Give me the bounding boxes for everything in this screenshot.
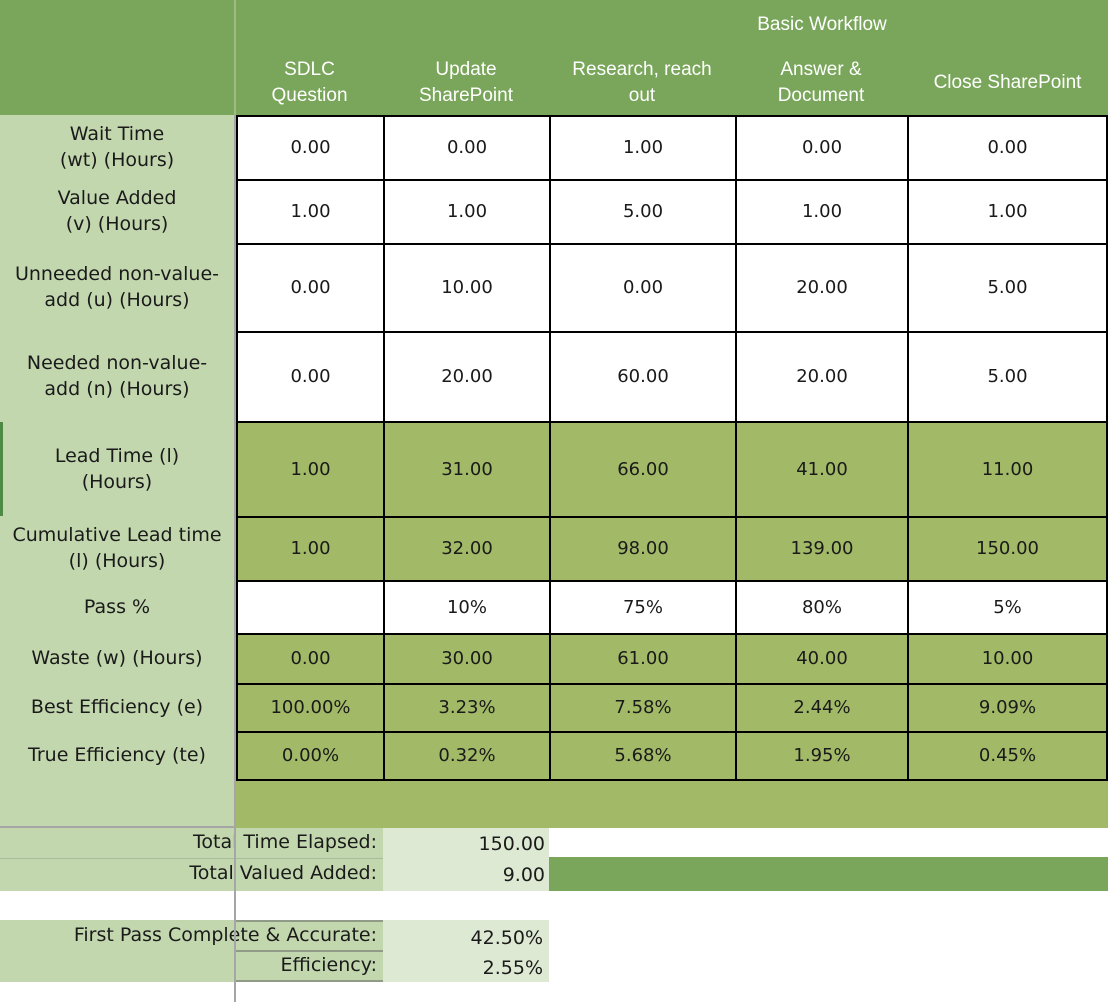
gridline-horizontal xyxy=(0,826,236,828)
total-valued-added-value: 9.00 xyxy=(502,864,545,886)
cell-wait-time-wt-hours-answer-document: 0.00 xyxy=(735,115,907,179)
cell-lead-time-l-hours-update-sharepoint: 31.00 xyxy=(383,421,549,516)
cell-cumulative-lead-time-l-hours-research-reach-out: 98.00 xyxy=(549,516,735,580)
step-header-close-sharepoint: Close SharePoint xyxy=(933,72,1082,93)
cell-best-efficiency-e-answer-document: 2.44% xyxy=(735,683,907,731)
cell-waste-w-hours-answer-document: 40.00 xyxy=(735,633,907,683)
summary-divider-4 xyxy=(236,980,383,982)
total-time-elapsed-label: Total Time Elapsed: xyxy=(193,831,377,853)
cell-unneeded-non-value-add-u-hours-update-sharepoint: 10.00 xyxy=(383,243,549,331)
total-valued-added-label: Total Valued Added: xyxy=(189,862,377,884)
first-pass-label: First Pass Complete & Accurate: xyxy=(73,924,377,946)
efficiency-label: Efficiency: xyxy=(280,954,377,976)
total-time-elapsed-value: 150.00 xyxy=(478,833,545,855)
row-label-true-efficiency-te: True Efficiency (te) xyxy=(28,744,206,766)
step-header-answer-document: Answer & Document xyxy=(777,59,865,106)
cell-wait-time-wt-hours-sdlc-question: 0.00 xyxy=(236,115,383,179)
cell-best-efficiency-e-research-reach-out: 7.58% xyxy=(549,683,735,731)
cell-true-efficiency-te-update-sharepoint: 0.32% xyxy=(383,731,549,781)
lead-time-left-accent xyxy=(0,422,3,516)
cell-unneeded-non-value-add-u-hours-research-reach-out: 0.00 xyxy=(549,243,735,331)
cell-unneeded-non-value-add-u-hours-answer-document: 20.00 xyxy=(735,243,907,331)
summary-value-bg-1 xyxy=(383,828,549,891)
cell-lead-time-l-hours-close-sharepoint: 11.00 xyxy=(907,421,1108,516)
row-label-best-efficiency-e: Best Efficiency (e) xyxy=(30,696,204,718)
summary-block-1 xyxy=(0,828,383,891)
row-label-waste-w-hours: Waste (w) (Hours) xyxy=(31,647,203,669)
row-label-cumulative-lead-time-l-hours: Cumulative Lead time (l) (Hours) xyxy=(12,524,222,572)
row-label-value-added-v-hours: Value Added (v) (Hours) xyxy=(57,187,177,235)
cell-waste-w-hours-research-reach-out: 61.00 xyxy=(549,633,735,683)
cell-lead-time-l-hours-sdlc-question: 1.00 xyxy=(236,421,383,516)
cell-value-added-v-hours-research-reach-out: 5.00 xyxy=(549,179,735,243)
cell-value-added-v-hours-answer-document: 1.00 xyxy=(735,179,907,243)
summary-value-bg-2 xyxy=(383,920,549,982)
summary-divider-1 xyxy=(0,858,383,859)
cell-pass-answer-document: 80% xyxy=(735,580,907,633)
cell-value-added-v-hours-sdlc-question: 1.00 xyxy=(236,179,383,243)
workflow-group-title: Basic Workflow xyxy=(757,14,887,35)
bottom-green-band xyxy=(236,779,1108,828)
step-header-sdlc-question: SDLC Question xyxy=(271,59,348,106)
cell-true-efficiency-te-close-sharepoint: 0.45% xyxy=(907,731,1108,781)
cell-value-added-v-hours-update-sharepoint: 1.00 xyxy=(383,179,549,243)
row-label-needed-non-value-add-n-hours: Needed non-value- add (n) (Hours) xyxy=(26,352,208,400)
cell-needed-non-value-add-n-hours-research-reach-out: 60.00 xyxy=(549,331,735,421)
first-pass-value: 42.50% xyxy=(470,927,543,949)
cell-wait-time-wt-hours-research-reach-out: 1.00 xyxy=(549,115,735,179)
cell-pass-research-reach-out: 75% xyxy=(549,580,735,633)
cell-best-efficiency-e-sdlc-question: 100.00% xyxy=(236,683,383,731)
cell-pass-sdlc-question xyxy=(236,580,383,633)
cell-wait-time-wt-hours-close-sharepoint: 0.00 xyxy=(907,115,1108,179)
cell-unneeded-non-value-add-u-hours-close-sharepoint: 5.00 xyxy=(907,243,1108,331)
summary-divider-2 xyxy=(236,950,383,952)
cell-best-efficiency-e-close-sharepoint: 9.09% xyxy=(907,683,1108,731)
row-label-lead-time-l-hours: Lead Time (l) (Hours) xyxy=(54,444,180,493)
cell-true-efficiency-te-sdlc-question: 0.00% xyxy=(236,731,383,781)
row-label-wait-time-wt-hours: Wait Time (wt) (Hours) xyxy=(59,123,175,171)
cell-value-added-v-hours-close-sharepoint: 1.00 xyxy=(907,179,1108,243)
cell-pass-update-sharepoint: 10% xyxy=(383,580,549,633)
cell-lead-time-l-hours-answer-document: 41.00 xyxy=(735,421,907,516)
cell-pass-close-sharepoint: 5% xyxy=(907,580,1108,633)
cell-unneeded-non-value-add-u-hours-sdlc-question: 0.00 xyxy=(236,243,383,331)
cell-cumulative-lead-time-l-hours-close-sharepoint: 150.00 xyxy=(907,516,1108,580)
cell-lead-time-l-hours-research-reach-out: 66.00 xyxy=(549,421,735,516)
cell-cumulative-lead-time-l-hours-sdlc-question: 1.00 xyxy=(236,516,383,580)
header-band xyxy=(0,0,1108,115)
label-column xyxy=(0,115,236,828)
summary-green-bar xyxy=(549,857,1108,891)
cell-best-efficiency-e-update-sharepoint: 3.23% xyxy=(383,683,549,731)
summary-divider-3 xyxy=(236,920,383,922)
cell-wait-time-wt-hours-update-sharepoint: 0.00 xyxy=(383,115,549,179)
cell-cumulative-lead-time-l-hours-update-sharepoint: 32.00 xyxy=(383,516,549,580)
cell-waste-w-hours-update-sharepoint: 30.00 xyxy=(383,633,549,683)
cell-needed-non-value-add-n-hours-answer-document: 20.00 xyxy=(735,331,907,421)
row-label-unneeded-non-value-add-u-hours: Unneeded non-value- add (u) (Hours) xyxy=(14,263,220,311)
cell-needed-non-value-add-n-hours-close-sharepoint: 5.00 xyxy=(907,331,1108,421)
header-left-divider xyxy=(234,0,236,115)
gridline-vertical xyxy=(234,115,236,1002)
cell-true-efficiency-te-research-reach-out: 5.68% xyxy=(549,731,735,781)
cell-waste-w-hours-sdlc-question: 0.00 xyxy=(236,633,383,683)
step-header-update-sharepoint: Update SharePoint xyxy=(418,59,513,106)
step-header-research-reach-out: Research, reach out xyxy=(572,59,712,106)
row-label-pass: Pass % xyxy=(83,595,151,618)
cell-true-efficiency-te-answer-document: 1.95% xyxy=(735,731,907,781)
cell-needed-non-value-add-n-hours-update-sharepoint: 20.00 xyxy=(383,331,549,421)
cell-cumulative-lead-time-l-hours-answer-document: 139.00 xyxy=(735,516,907,580)
efficiency-value: 2.55% xyxy=(482,957,543,979)
cell-waste-w-hours-close-sharepoint: 10.00 xyxy=(907,633,1108,683)
cell-needed-non-value-add-n-hours-sdlc-question: 0.00 xyxy=(236,331,383,421)
